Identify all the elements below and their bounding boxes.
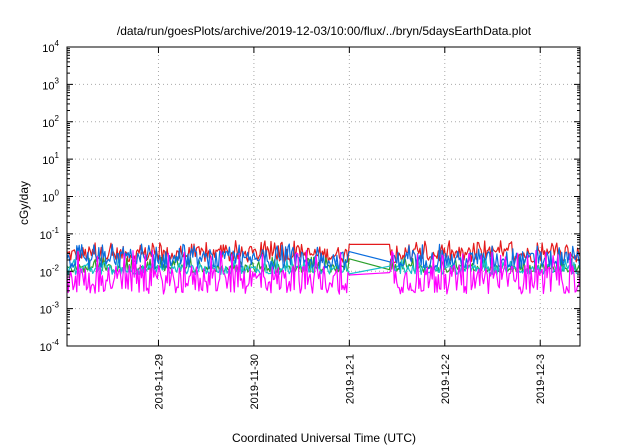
y-tick-label: 10-2 xyxy=(40,263,60,279)
y-tick-label: 100 xyxy=(42,189,59,205)
y-tick-label: 101 xyxy=(42,151,59,167)
x-tick-label: 2019-11-29 xyxy=(153,354,165,409)
y-tick-label: 102 xyxy=(42,114,59,130)
x-axis-label: Coordinated Universal Time (UTC) xyxy=(232,431,416,445)
series-line xyxy=(66,249,581,295)
y-tick-label: 10-3 xyxy=(40,301,60,317)
x-axis: 2019-11-29 2019-11-30 2019-12-1 2019-12-2 20… xyxy=(153,47,547,409)
x-tick-label: 2019-12-2 xyxy=(440,354,452,404)
y-tick-label: 104 xyxy=(42,39,59,55)
y-axis: 10-4 10-3 10-2 10-1 100 101 102 103 104 xyxy=(40,39,580,354)
series-line xyxy=(66,240,581,264)
y-tick-label: 10-4 xyxy=(40,338,60,354)
y-axis-label: cGy/day xyxy=(17,181,31,225)
y-tick-label: 103 xyxy=(42,76,59,92)
grid xyxy=(67,47,580,346)
y-tick-label: 10-1 xyxy=(40,226,60,242)
series-group xyxy=(66,240,581,295)
x-tick-label: 2019-12-1 xyxy=(344,354,356,404)
x-tick-label: 2019-12-3 xyxy=(535,354,547,404)
chart-title: /data/run/goesPlots/archive/2019-12-03/1… xyxy=(117,24,532,38)
x-tick-label: 2019-11-30 xyxy=(249,354,261,409)
